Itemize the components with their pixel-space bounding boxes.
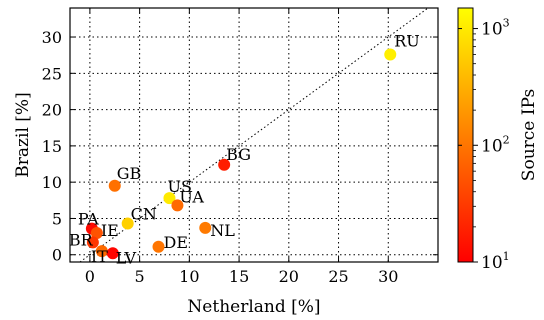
point-label-ie: IE: [101, 221, 119, 240]
x-tick-label: 5: [135, 267, 145, 286]
point-label-us: US: [167, 177, 191, 196]
data-points: [85, 48, 397, 260]
y-tick-label: 25: [42, 64, 62, 83]
point-label-bg: BG: [226, 145, 251, 164]
colorbar-gradient: [457, 7, 474, 263]
x-axis-label: Netherland [%]: [187, 297, 320, 317]
x-tick-label: 10: [179, 267, 199, 286]
y-tick-label: 20: [42, 101, 62, 120]
y-tick-label: 30: [42, 28, 62, 47]
colorbar-tick-label: 103: [481, 17, 510, 40]
colorbar-tick-label: 101: [481, 250, 510, 273]
point-nl: [199, 221, 212, 234]
point-cn: [121, 217, 134, 230]
x-tick-label: 25: [328, 267, 348, 286]
colorbar-tick-label: 102: [481, 133, 510, 156]
point-bg: [218, 158, 231, 171]
x-tick-label: 30: [378, 267, 398, 286]
point-label-lv: LV: [116, 248, 137, 267]
point-us: [163, 192, 176, 205]
point-de: [152, 240, 165, 253]
point-ru: [384, 48, 397, 61]
point-label-nl: NL: [210, 221, 235, 240]
grid: [70, 8, 438, 262]
colorbar-label: Source IPs: [519, 89, 539, 181]
point-label-ua: UA: [179, 187, 204, 206]
point-lv: [106, 247, 119, 260]
colorbar: 101 102 103 Source IPs: [457, 7, 539, 273]
plot-frame: [69, 7, 439, 263]
x-tick-label: 0: [85, 267, 95, 286]
point-br: [86, 236, 99, 249]
point-ua: [171, 199, 184, 212]
point-it: [95, 245, 108, 258]
point-ie: [90, 226, 103, 239]
point-label-cn: CN: [131, 205, 157, 224]
point-label-ru: RU: [394, 31, 420, 50]
y-tick-label: 10: [42, 173, 62, 192]
point-label-gb: GB: [117, 164, 142, 183]
y-tick-label: 15: [42, 137, 62, 156]
x-tick-label: 20: [279, 267, 299, 286]
point-label-br: BR: [69, 230, 94, 249]
point-label-de: DE: [164, 233, 189, 252]
point-label-it: IT: [91, 247, 108, 266]
point-label-pa: PA: [78, 210, 99, 229]
x-tick-label: 15: [229, 267, 249, 286]
y-axis-label: Brazil [%]: [13, 92, 33, 177]
y-tick-label: 5: [52, 209, 62, 228]
axis-ticks: 0 5 10 15 20 25 30 0 5 10 15 20 25 30: [42, 8, 438, 286]
point-gb: [108, 179, 121, 192]
colorbar-ticks: 101 102 103: [458, 17, 510, 273]
y-tick-label: 0: [52, 246, 62, 265]
